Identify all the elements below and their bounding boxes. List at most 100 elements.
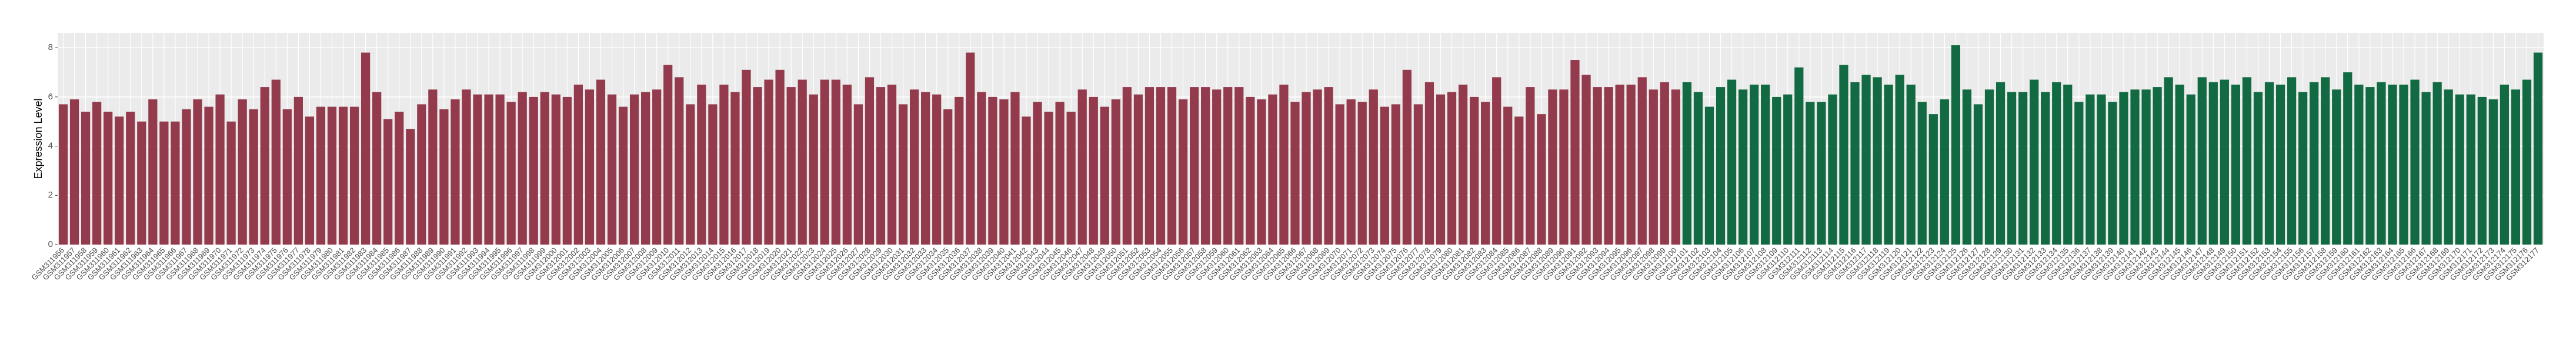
bar <box>1246 96 1255 245</box>
bar <box>1581 75 1591 245</box>
bar <box>2186 94 2195 245</box>
bar <box>2063 84 2073 245</box>
bar <box>2275 84 2285 245</box>
bar <box>2477 96 2487 245</box>
bar <box>1279 84 1289 245</box>
bar <box>484 94 493 245</box>
bar <box>2007 92 2017 245</box>
bar <box>2242 77 2252 245</box>
bar <box>1458 84 1468 245</box>
bar <box>1167 87 1177 245</box>
bar <box>2466 94 2475 245</box>
bar <box>1604 87 1613 245</box>
bar <box>1492 77 1501 245</box>
bar <box>551 94 560 245</box>
bar <box>159 121 169 245</box>
bar <box>1548 89 1557 245</box>
bar <box>361 52 371 245</box>
bar <box>853 104 863 245</box>
bar <box>742 69 751 245</box>
bar <box>1559 89 1569 245</box>
bar <box>2074 102 2084 245</box>
bar <box>2175 84 2184 245</box>
bar <box>1044 111 1053 245</box>
bar <box>451 99 460 245</box>
bar <box>1022 116 1031 245</box>
bar <box>1704 106 1714 245</box>
bar <box>641 92 650 245</box>
bar <box>1615 84 1624 245</box>
bar <box>943 109 953 245</box>
bar <box>193 99 202 245</box>
bar <box>2041 92 2050 245</box>
bar <box>428 89 438 245</box>
bar <box>629 94 639 245</box>
bar <box>1917 102 1927 245</box>
bar <box>2231 84 2241 245</box>
bar <box>1895 75 1904 245</box>
bar <box>719 84 729 245</box>
bar <box>2533 52 2543 245</box>
bar <box>1783 94 1793 245</box>
bar <box>898 104 908 245</box>
bar <box>1772 96 1781 245</box>
bar <box>2410 79 2420 245</box>
bar <box>271 79 281 245</box>
bar <box>126 111 135 245</box>
bar <box>171 121 180 245</box>
bar <box>2354 84 2364 245</box>
bar <box>865 77 875 245</box>
bar <box>2321 77 2330 245</box>
bar <box>663 65 673 245</box>
bar <box>1906 84 1916 245</box>
bar <box>1839 65 1848 245</box>
bar <box>573 84 583 245</box>
bar <box>596 79 606 245</box>
bar <box>764 79 773 245</box>
bar <box>2052 82 2061 245</box>
bar <box>2388 84 2397 245</box>
bar <box>697 84 706 245</box>
bar <box>1817 102 1826 245</box>
bar <box>909 89 919 245</box>
bar <box>1201 87 1210 245</box>
bar <box>2141 89 2151 245</box>
bar <box>1313 89 1322 245</box>
bar <box>473 94 482 245</box>
bar <box>2086 94 2095 245</box>
bar <box>675 77 684 245</box>
bar <box>1861 75 1871 245</box>
bar <box>439 109 449 245</box>
bar <box>395 111 404 245</box>
bar <box>966 52 975 245</box>
bar <box>2208 82 2218 245</box>
bar <box>1984 89 1994 245</box>
bar <box>2488 99 2498 245</box>
bar <box>1570 60 1580 245</box>
bar <box>1144 87 1154 245</box>
bar <box>2377 82 2386 245</box>
bar <box>2153 87 2162 245</box>
bar <box>2130 89 2140 245</box>
bar <box>1089 96 1098 245</box>
bar <box>2444 89 2453 245</box>
bar <box>92 102 102 245</box>
bar <box>1156 87 1166 245</box>
bar <box>406 129 415 245</box>
bar <box>1268 94 1277 245</box>
bar <box>1380 106 1389 245</box>
bar <box>988 96 997 245</box>
bar <box>1750 84 1759 245</box>
bar <box>1716 87 1726 245</box>
bar <box>876 87 886 245</box>
bar <box>2421 92 2431 245</box>
bar <box>215 94 225 245</box>
bar <box>282 109 292 245</box>
bar <box>831 79 840 245</box>
bar <box>518 92 527 245</box>
bar <box>2264 82 2274 245</box>
bar <box>204 106 213 245</box>
bar <box>81 111 91 245</box>
bar <box>1055 102 1065 245</box>
